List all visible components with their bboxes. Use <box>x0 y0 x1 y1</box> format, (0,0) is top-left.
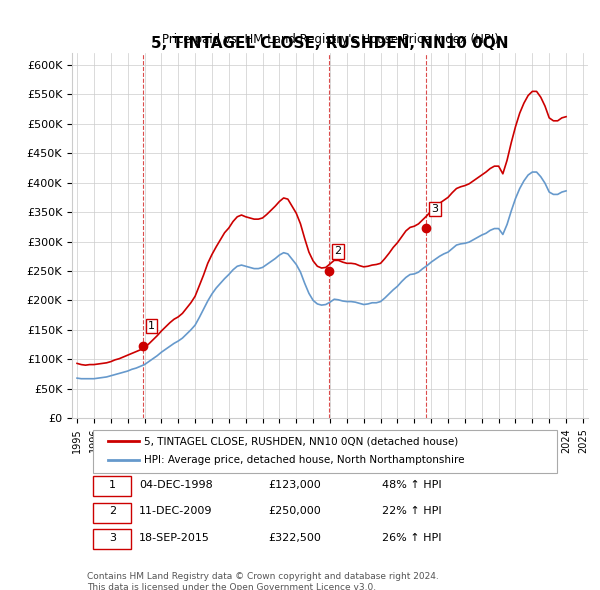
Text: £123,000: £123,000 <box>268 480 321 490</box>
Text: 04-DEC-1998: 04-DEC-1998 <box>139 480 213 490</box>
Text: 22% ↑ HPI: 22% ↑ HPI <box>382 506 441 516</box>
Text: Price paid vs. HM Land Registry's House Price Index (HPI): Price paid vs. HM Land Registry's House … <box>161 33 499 46</box>
Text: £250,000: £250,000 <box>268 506 321 516</box>
Text: 1: 1 <box>109 480 116 490</box>
Text: 18-SEP-2015: 18-SEP-2015 <box>139 533 210 543</box>
FancyBboxPatch shape <box>92 476 131 496</box>
Text: 2: 2 <box>109 506 116 516</box>
Text: HPI: Average price, detached house, North Northamptonshire: HPI: Average price, detached house, Nort… <box>144 455 465 465</box>
Title: 5, TINTAGEL CLOSE, RUSHDEN, NN10 0QN: 5, TINTAGEL CLOSE, RUSHDEN, NN10 0QN <box>151 35 509 51</box>
Text: 48% ↑ HPI: 48% ↑ HPI <box>382 480 441 490</box>
Text: 3: 3 <box>431 204 439 214</box>
Text: 26% ↑ HPI: 26% ↑ HPI <box>382 533 441 543</box>
Text: £322,500: £322,500 <box>268 533 321 543</box>
FancyBboxPatch shape <box>92 529 131 549</box>
Text: 3: 3 <box>109 533 116 543</box>
FancyBboxPatch shape <box>92 503 131 523</box>
Text: 11-DEC-2009: 11-DEC-2009 <box>139 506 212 516</box>
Text: 1: 1 <box>148 321 155 331</box>
FancyBboxPatch shape <box>92 430 557 473</box>
Text: 5, TINTAGEL CLOSE, RUSHDEN, NN10 0QN (detached house): 5, TINTAGEL CLOSE, RUSHDEN, NN10 0QN (de… <box>144 437 458 447</box>
Text: Contains HM Land Registry data © Crown copyright and database right 2024.
This d: Contains HM Land Registry data © Crown c… <box>88 572 439 590</box>
Text: 2: 2 <box>334 247 341 257</box>
